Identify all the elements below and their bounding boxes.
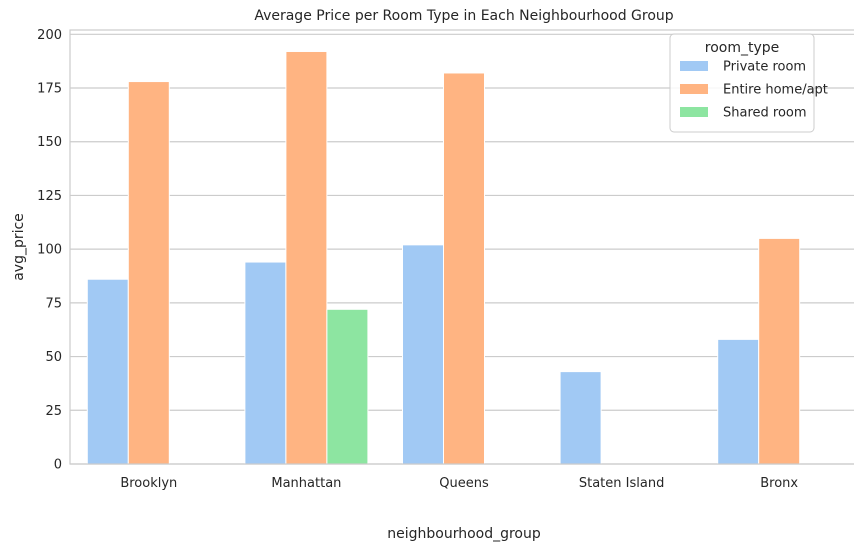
x-tick-label: Staten Island — [579, 476, 664, 491]
legend: room_type Private room Entire home/apt Sha… — [669, 33, 828, 133]
y-axis-label: avg_price — [11, 213, 27, 281]
legend-swatch — [680, 107, 708, 117]
bars-layer — [86, 50, 801, 465]
legend-swatch — [680, 61, 708, 71]
bar-manhattan-entire-home-apt — [285, 50, 328, 465]
y-tick-label: 0 — [54, 458, 62, 473]
bar-bronx-entire-home-apt — [758, 237, 801, 465]
y-tick-label: 175 — [37, 82, 62, 97]
bar-brooklyn-entire-home-apt — [127, 81, 170, 465]
y-tick-label: 125 — [37, 189, 62, 204]
legend-title: room_type — [705, 40, 780, 56]
x-tick-labels: Brooklyn Manhattan Queens Staten Island Bron… — [120, 476, 798, 491]
x-tick-label: Bronx — [760, 476, 798, 491]
legend-items: Private room Entire home/apt Shared room — [680, 60, 828, 121]
bar-queens-entire-home-apt — [443, 72, 485, 465]
y-tick-label: 75 — [45, 296, 62, 311]
y-tick-label: 50 — [45, 350, 62, 365]
y-tick-label: 100 — [37, 243, 62, 258]
legend-swatch — [680, 84, 708, 94]
bar-brooklyn-private-room — [86, 278, 129, 465]
bar-manhattan-shared-room — [326, 308, 369, 465]
legend-label: Shared room — [723, 106, 807, 121]
bar-manhattan-private-room — [244, 261, 287, 465]
x-tick-label: Manhattan — [271, 476, 341, 491]
y-tick-label: 25 — [45, 404, 62, 419]
plot-frame — [69, 29, 854, 465]
y-tick-labels: 0 25 50 75 100 125 150 175 200 — [37, 28, 62, 473]
legend-label: Entire home/apt — [723, 83, 828, 98]
y-tick-label: 150 — [37, 135, 62, 150]
bar-bronx-private-room — [717, 338, 760, 465]
x-tick-label: Brooklyn — [120, 476, 177, 491]
legend-label: Private room — [723, 60, 806, 75]
x-axis-label: neighbourhood_group — [387, 526, 541, 542]
bar-queens-private-room — [402, 244, 444, 465]
bar-staten-island-private-room — [559, 371, 602, 465]
y-tick-label: 200 — [37, 28, 62, 43]
chart-title: Average Price per Room Type in Each Neig… — [254, 8, 673, 24]
x-tick-label: Queens — [439, 476, 489, 491]
